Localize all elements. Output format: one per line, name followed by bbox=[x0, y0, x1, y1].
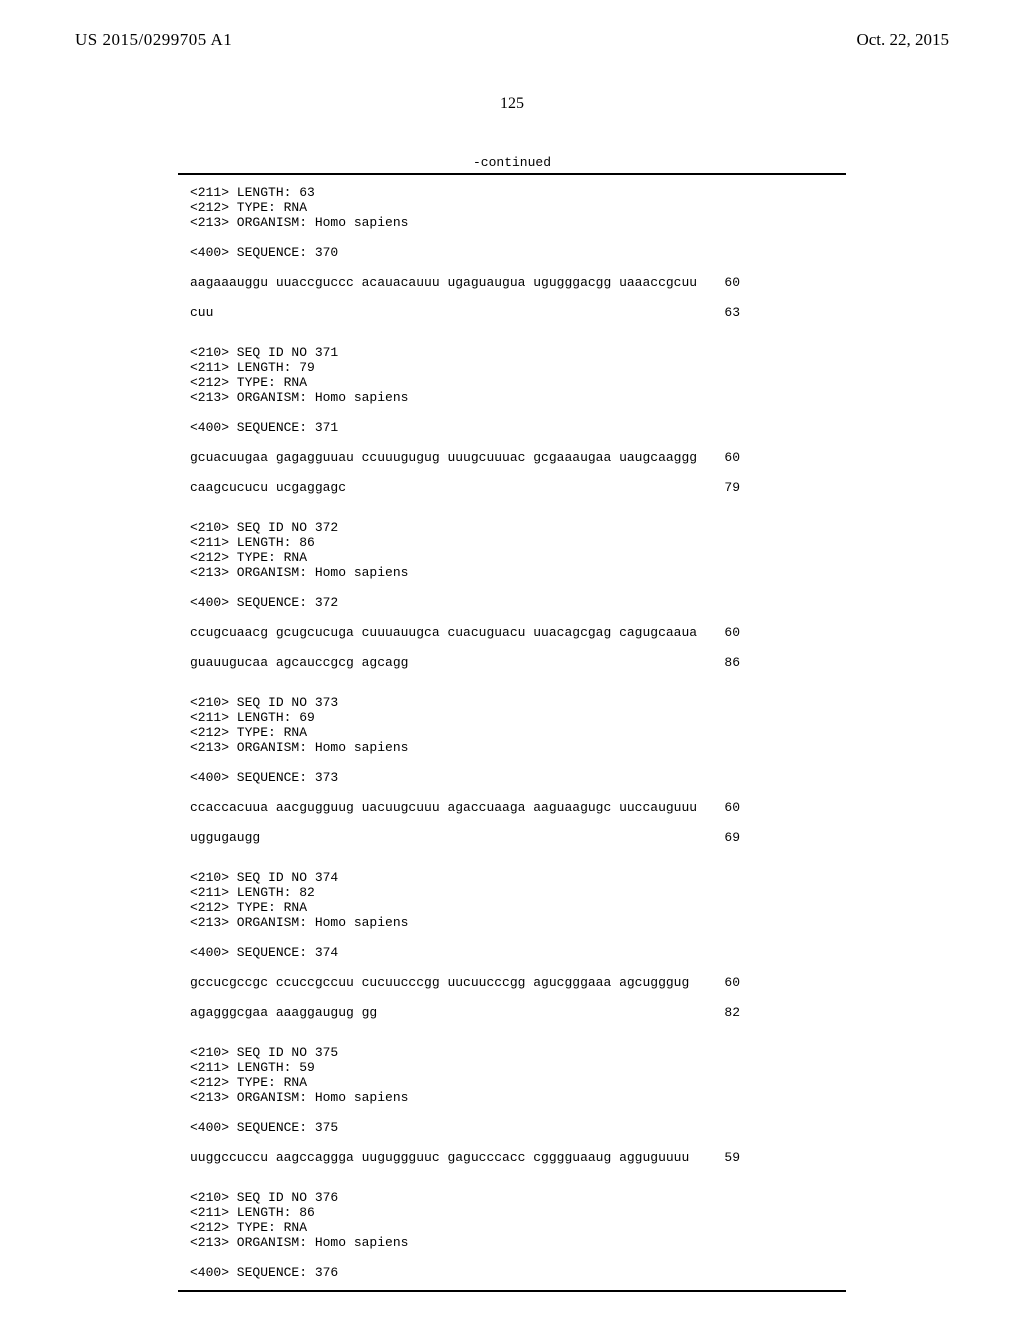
sequence-row: ccaccacuua aacgugguug uacuugcuuu agaccua… bbox=[190, 800, 740, 815]
sequence-position: 60 bbox=[710, 625, 740, 640]
sequence-text: guauugucaa agcauccgcg agcagg bbox=[190, 655, 408, 670]
header-row: US 2015/0299705 A1 Oct. 22, 2015 bbox=[75, 30, 949, 50]
sequence-meta: <211> LENGTH: 63 <212> TYPE: RNA <213> O… bbox=[190, 185, 840, 230]
sequence-meta: <210> SEQ ID NO 374 <211> LENGTH: 82 <21… bbox=[190, 870, 840, 930]
sequence-meta: <210> SEQ ID NO 375 <211> LENGTH: 59 <21… bbox=[190, 1045, 840, 1105]
sequence-label: <400> SEQUENCE: 371 bbox=[190, 420, 840, 435]
sequence-meta: <210> SEQ ID NO 376 <211> LENGTH: 86 <21… bbox=[190, 1190, 840, 1250]
sequence-row: guauugucaa agcauccgcg agcagg 86 bbox=[190, 655, 740, 670]
sequence-text: caagcucucu ucgaggagc bbox=[190, 480, 346, 495]
page-number: 125 bbox=[0, 95, 1024, 113]
sequence-label: <400> SEQUENCE: 372 bbox=[190, 595, 840, 610]
sequence-text: cuu bbox=[190, 305, 213, 320]
continued-label: -continued bbox=[0, 155, 1024, 170]
sequence-label: <400> SEQUENCE: 370 bbox=[190, 245, 840, 260]
sequence-text: ccugcuaacg gcugcucuga cuuuauugca cuacugu… bbox=[190, 625, 697, 640]
sequence-meta: <210> SEQ ID NO 371 <211> LENGTH: 79 <21… bbox=[190, 345, 840, 405]
sequence-row: ccugcuaacg gcugcucuga cuuuauugca cuacugu… bbox=[190, 625, 740, 640]
sequence-text: ccaccacuua aacgugguug uacuugcuuu agaccua… bbox=[190, 800, 697, 815]
sequence-position: 82 bbox=[710, 1005, 740, 1020]
sequence-text: uggugaugg bbox=[190, 830, 260, 845]
sequence-row: uuggccuccu aagccaggga uuguggguuc gaguccc… bbox=[190, 1150, 740, 1165]
sequence-text: gccucgccgc ccuccgccuu cucuucccgg uucuucc… bbox=[190, 975, 689, 990]
sequence-row: gcuacuugaa gagagguuau ccuuugugug uuugcuu… bbox=[190, 450, 740, 465]
sequence-text: agagggcgaa aaaggaugug gg bbox=[190, 1005, 377, 1020]
sequence-row: cuu 63 bbox=[190, 305, 740, 320]
sequence-meta: <210> SEQ ID NO 372 <211> LENGTH: 86 <21… bbox=[190, 520, 840, 580]
sequence-row: caagcucucu ucgaggagc 79 bbox=[190, 480, 740, 495]
sequence-row: gccucgccgc ccuccgccuu cucuucccgg uucuucc… bbox=[190, 975, 740, 990]
sequence-row: uggugaugg 69 bbox=[190, 830, 740, 845]
sequence-text: aagaaauggu uuaccguccc acauacauuu ugaguau… bbox=[190, 275, 697, 290]
sequence-label: <400> SEQUENCE: 374 bbox=[190, 945, 840, 960]
sequence-label: <400> SEQUENCE: 376 bbox=[190, 1265, 840, 1280]
sequence-meta: <210> SEQ ID NO 373 <211> LENGTH: 69 <21… bbox=[190, 695, 840, 755]
sequence-row: agagggcgaa aaaggaugug gg 82 bbox=[190, 1005, 740, 1020]
sequence-position: 69 bbox=[710, 830, 740, 845]
sequence-text: gcuacuugaa gagagguuau ccuuugugug uuugcuu… bbox=[190, 450, 697, 465]
sequence-position: 86 bbox=[710, 655, 740, 670]
sequence-position: 60 bbox=[710, 975, 740, 990]
sequence-position: 79 bbox=[710, 480, 740, 495]
sequence-position: 63 bbox=[710, 305, 740, 320]
sequence-position: 59 bbox=[710, 1150, 740, 1165]
sequence-position: 60 bbox=[710, 275, 740, 290]
sequence-text: uuggccuccu aagccaggga uuguggguuc gaguccc… bbox=[190, 1150, 689, 1165]
publication-number: US 2015/0299705 A1 bbox=[75, 30, 232, 50]
publication-date: Oct. 22, 2015 bbox=[856, 30, 949, 50]
sequence-position: 60 bbox=[710, 800, 740, 815]
divider-bottom bbox=[178, 1290, 846, 1292]
divider-top bbox=[178, 173, 846, 175]
sequence-row: aagaaauggu uuaccguccc acauacauuu ugaguau… bbox=[190, 275, 740, 290]
sequence-position: 60 bbox=[710, 450, 740, 465]
sequence-label: <400> SEQUENCE: 373 bbox=[190, 770, 840, 785]
sequence-label: <400> SEQUENCE: 375 bbox=[190, 1120, 840, 1135]
